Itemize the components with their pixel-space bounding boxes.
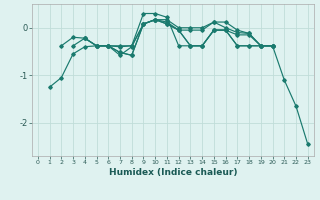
X-axis label: Humidex (Indice chaleur): Humidex (Indice chaleur)	[108, 168, 237, 177]
